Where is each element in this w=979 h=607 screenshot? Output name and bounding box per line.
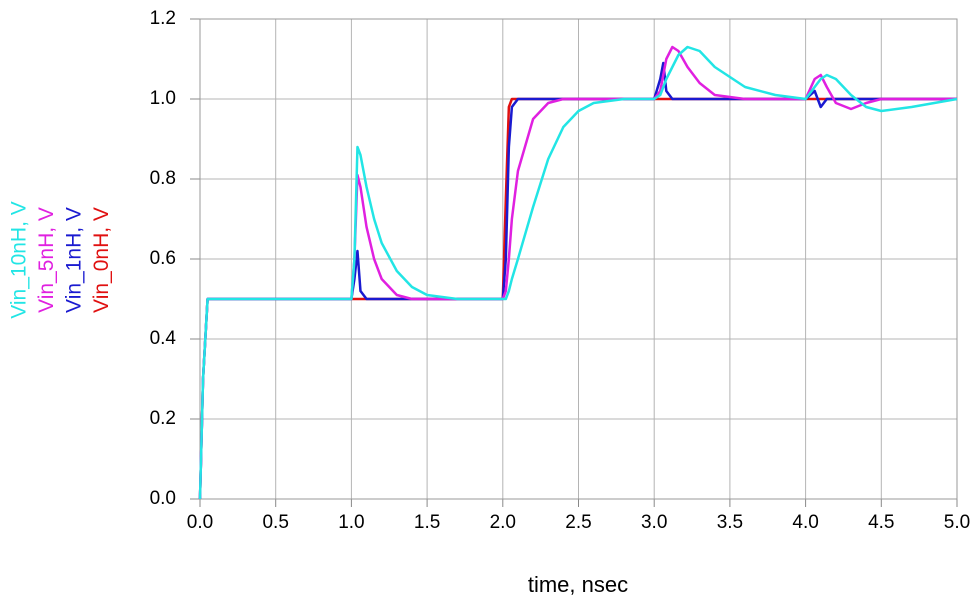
y-tick-label: 0.2 xyxy=(150,408,176,429)
series-line xyxy=(198,45,957,500)
x-tick-label: 2.5 xyxy=(565,512,591,533)
legend-label: Vin_0nH, V xyxy=(90,207,113,313)
x-tick-label: 3.0 xyxy=(641,512,667,533)
x-tick-label: 0.5 xyxy=(262,512,288,533)
x-tick-label: 5.0 xyxy=(944,512,970,533)
plot-frame xyxy=(199,18,958,500)
x-tick-label: 1.0 xyxy=(338,512,364,533)
y-tick-label: 1.0 xyxy=(150,88,176,109)
x-tick-label: 4.5 xyxy=(868,512,894,533)
x-tick-label: 1.5 xyxy=(414,512,440,533)
y-tick-label: 0.4 xyxy=(150,328,177,349)
x-tick-label: 3.5 xyxy=(717,512,743,533)
legend-label: Vin_10nH, V xyxy=(8,201,31,319)
x-tick-label: 4.0 xyxy=(792,512,818,533)
y-tick-label: 0.0 xyxy=(150,488,176,509)
series-line xyxy=(198,45,958,500)
x-tick-label: 2.0 xyxy=(490,512,516,533)
y-tick-label: 0.8 xyxy=(150,168,176,189)
x-tick-label: 0.0 xyxy=(187,512,213,533)
x-axis-label: time, nsec xyxy=(528,572,628,597)
legend-label: Vin_1nH, V xyxy=(63,207,86,313)
legend-label: Vin_5nH, V xyxy=(35,207,58,313)
y-tick-label: 1.2 xyxy=(150,8,176,29)
y-tick-label: 0.6 xyxy=(150,248,176,269)
